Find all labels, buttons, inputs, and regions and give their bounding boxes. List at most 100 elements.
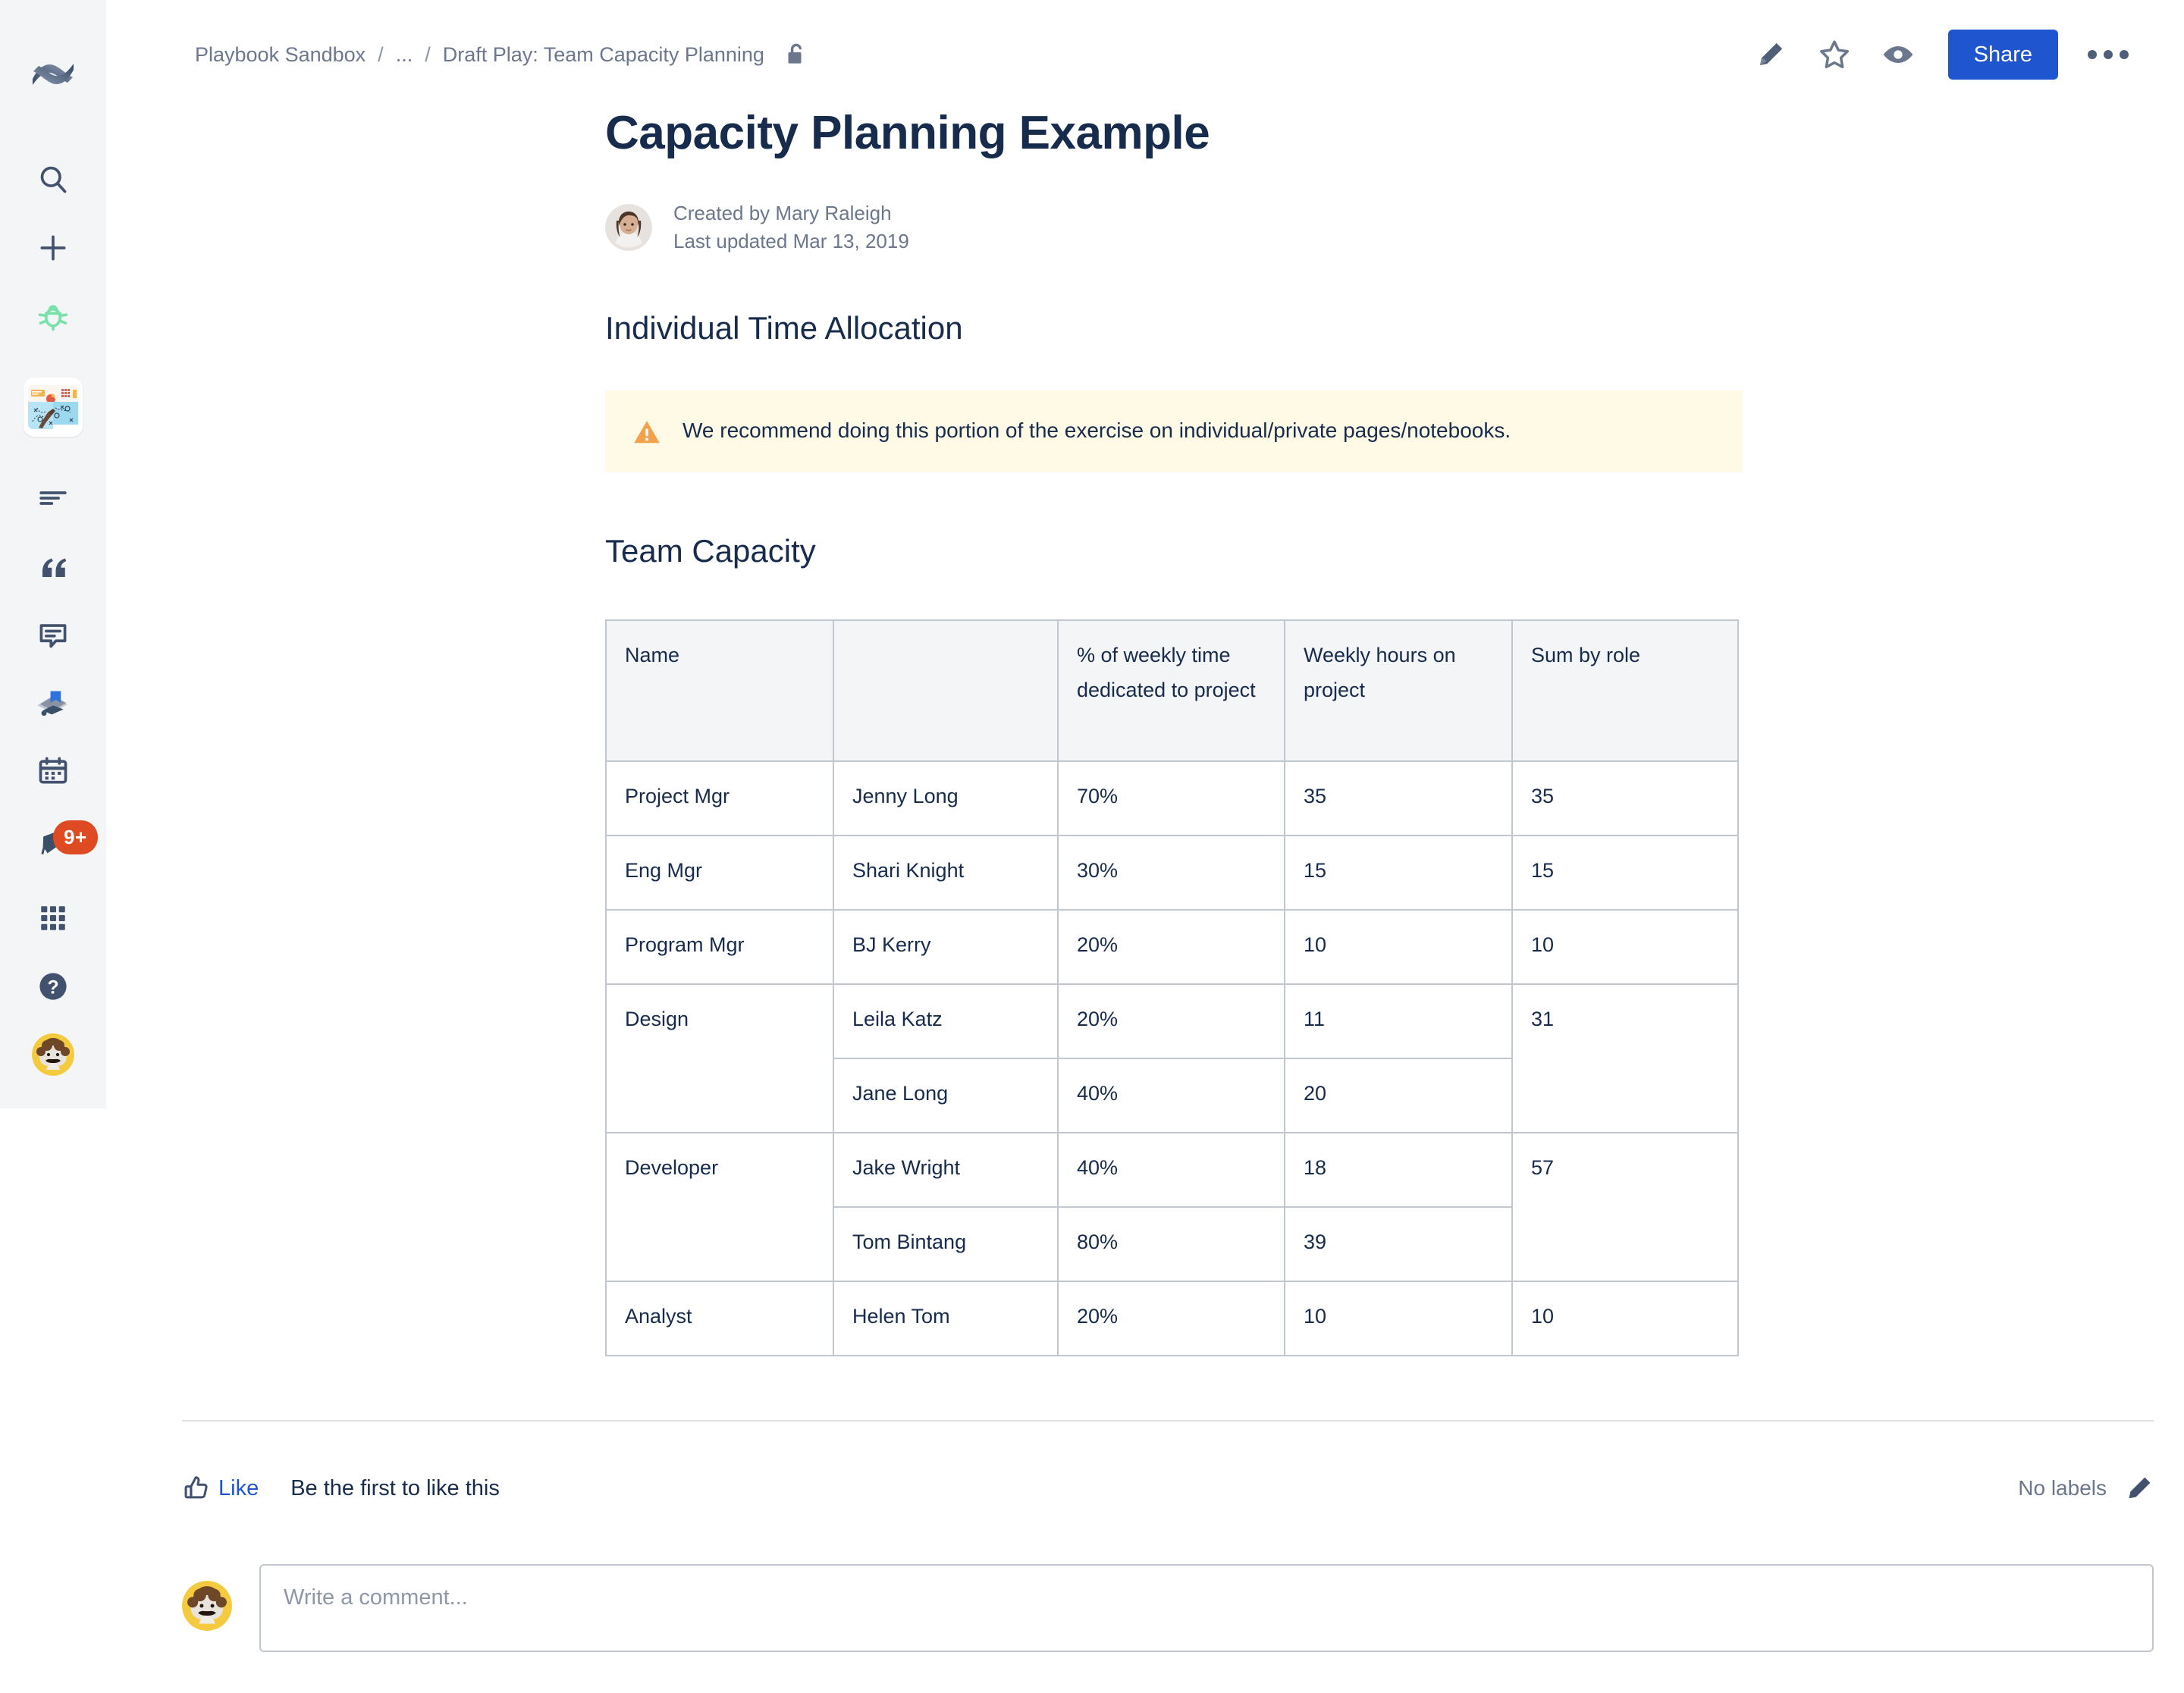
created-by-text: Created by Mary Raleigh [673, 202, 892, 224]
labels-text: No labels [2018, 1476, 2107, 1500]
warning-panel-text: We recommend doing this portion of the e… [682, 418, 1511, 442]
confluence-logo-icon [32, 54, 74, 95]
breadcrumb-page-link[interactable]: Draft Play: Team Capacity Planning [442, 42, 764, 66]
table-row: Analyst Helen Tom 20% 10 10 [605, 1280, 1739, 1356]
table-header: Name % of weekly time dedicated to proje… [605, 619, 1739, 762]
cell-person: Tom Bintang [833, 1205, 1059, 1282]
breadcrumb-ellipsis-link[interactable]: ... [395, 42, 413, 66]
cell-sum: 35 [1511, 760, 1739, 836]
cell-person: Shari Knight [833, 834, 1059, 911]
star-button[interactable] [1803, 27, 1866, 82]
sidebar-item-jira[interactable] [0, 282, 106, 350]
team-calendar-icon [35, 686, 71, 720]
sidebar-item-search[interactable] [0, 146, 106, 214]
cell-person: Jane Long [833, 1057, 1059, 1133]
quote-icon [37, 550, 69, 582]
cell-percent: 40% [1057, 1057, 1285, 1133]
table-row: Eng Mgr Shari Knight 30% 15 15 [605, 834, 1739, 911]
more-actions-button[interactable] [2076, 27, 2140, 82]
author-avatar [605, 203, 652, 251]
sidebar-item-profile[interactable] [0, 1021, 106, 1089]
cell-role: Eng Mgr [605, 834, 834, 911]
sidebar-item-confluence-logo[interactable] [0, 38, 106, 111]
sidebar-item-help[interactable]: ? [0, 952, 106, 1021]
sidebar-item-blog[interactable] [0, 532, 106, 600]
cell-person: Leila Katz [833, 983, 1059, 1059]
table-row: Program Mgr BJ Kerry 20% 10 10 [605, 908, 1739, 985]
cell-sum: 15 [1511, 834, 1739, 911]
section-heading-individual-time-allocation: Individual Time Allocation [605, 309, 963, 346]
breadcrumb-separator-2: / [425, 42, 431, 66]
sidebar-item-notifications[interactable]: 9+ [0, 805, 106, 873]
table-row: Design Leila Katz 20% 11 31 [605, 983, 1739, 1133]
list-icon [37, 482, 69, 514]
cell-hours: 18 [1284, 1131, 1513, 1208]
cell-percent: 20% [1057, 908, 1285, 985]
cell-person: Helen Tom [833, 1280, 1059, 1356]
col-header-sum: Sum by role [1511, 619, 1739, 762]
cell-hours: 39 [1284, 1205, 1513, 1282]
eye-icon [1881, 38, 1915, 71]
table-header-row: Name % of weekly time dedicated to proje… [605, 619, 1739, 762]
svg-text:?: ? [47, 978, 58, 999]
sidebar-item-calendars[interactable] [0, 737, 106, 805]
cell-role: Program Mgr [605, 908, 834, 985]
sidebar-item-create[interactable] [0, 214, 106, 282]
cell-sum: 10 [1511, 908, 1739, 985]
profile-avatar [32, 1033, 74, 1076]
like-count-text: Be the first to like this [290, 1475, 500, 1500]
edit-button[interactable] [1739, 27, 1803, 82]
cell-percent: 20% [1057, 983, 1285, 1059]
help-icon: ? [36, 970, 70, 1003]
page-content: Capacity Planning Example Created by Mar… [605, 0, 1743, 1356]
edit-labels-button[interactable] [2125, 1474, 2154, 1503]
col-header-hours: Weekly hours on project [1284, 619, 1513, 762]
page-byline: Created by Mary Raleigh Last updated Mar… [605, 199, 1743, 256]
cell-percent: 40% [1057, 1131, 1285, 1208]
sidebar-item-questions[interactable] [0, 600, 106, 669]
cell-role: Developer [605, 1131, 834, 1282]
calendar-icon [36, 754, 70, 788]
cell-person: BJ Kerry [833, 908, 1059, 985]
cell-hours: 10 [1284, 1280, 1513, 1356]
share-button[interactable]: Share [1947, 30, 2058, 80]
cell-sum: 10 [1511, 1280, 1739, 1356]
cell-role: Project Mgr [605, 760, 834, 836]
bug-icon [36, 299, 70, 333]
header-actions: Share [1739, 27, 2140, 82]
cell-sum: 57 [1511, 1131, 1739, 1282]
cell-percent: 70% [1057, 760, 1285, 836]
team-capacity-table: Name % of weekly time dedicated to proje… [605, 619, 1739, 1356]
sidebar-item-apps[interactable] [0, 884, 106, 952]
thumbs-up-icon [182, 1474, 211, 1503]
table-row: Tom Bintang 80% 39 [606, 1205, 1738, 1282]
comment-input[interactable] [259, 1564, 2154, 1652]
warning-panel: We recommend doing this portion of the e… [605, 390, 1743, 472]
breadcrumb-space-link[interactable]: Playbook Sandbox [195, 42, 366, 66]
sidebar-item-playbook-sandbox[interactable] [0, 373, 106, 441]
sidebar-item-pages[interactable] [0, 464, 106, 532]
search-icon [36, 163, 70, 196]
app-switcher-icon [37, 902, 69, 934]
warning-triangle-icon [632, 418, 661, 447]
like-button[interactable]: Like [182, 1474, 259, 1503]
global-sidebar: 9+ ? [0, 0, 106, 1108]
cell-hours: 15 [1284, 834, 1513, 911]
breadcrumb: Playbook Sandbox / ... / Draft Play: Tea… [195, 42, 808, 67]
watch-button[interactable] [1866, 27, 1930, 82]
current-user-avatar [182, 1581, 232, 1631]
cell-person: Jake Wright [833, 1131, 1059, 1208]
page-title: Capacity Planning Example [605, 107, 1210, 159]
page-header: Playbook Sandbox / ... / Draft Play: Tea… [106, 0, 2184, 80]
notification-badge: 9+ [53, 820, 98, 854]
unlocked-padlock-icon[interactable] [784, 42, 808, 67]
table-body: Project Mgr Jenny Long 70% 35 35 Eng Mgr Shari… [605, 760, 1739, 1356]
col-header-person [833, 619, 1059, 762]
cell-hours: 35 [1284, 760, 1513, 836]
cell-percent: 20% [1057, 1280, 1285, 1356]
sidebar-item-team[interactable] [0, 669, 106, 737]
cell-role: Design [605, 983, 834, 1133]
cell-role: Analyst [605, 1280, 834, 1356]
star-icon [1818, 38, 1851, 71]
breadcrumb-separator-1: / [378, 42, 384, 66]
